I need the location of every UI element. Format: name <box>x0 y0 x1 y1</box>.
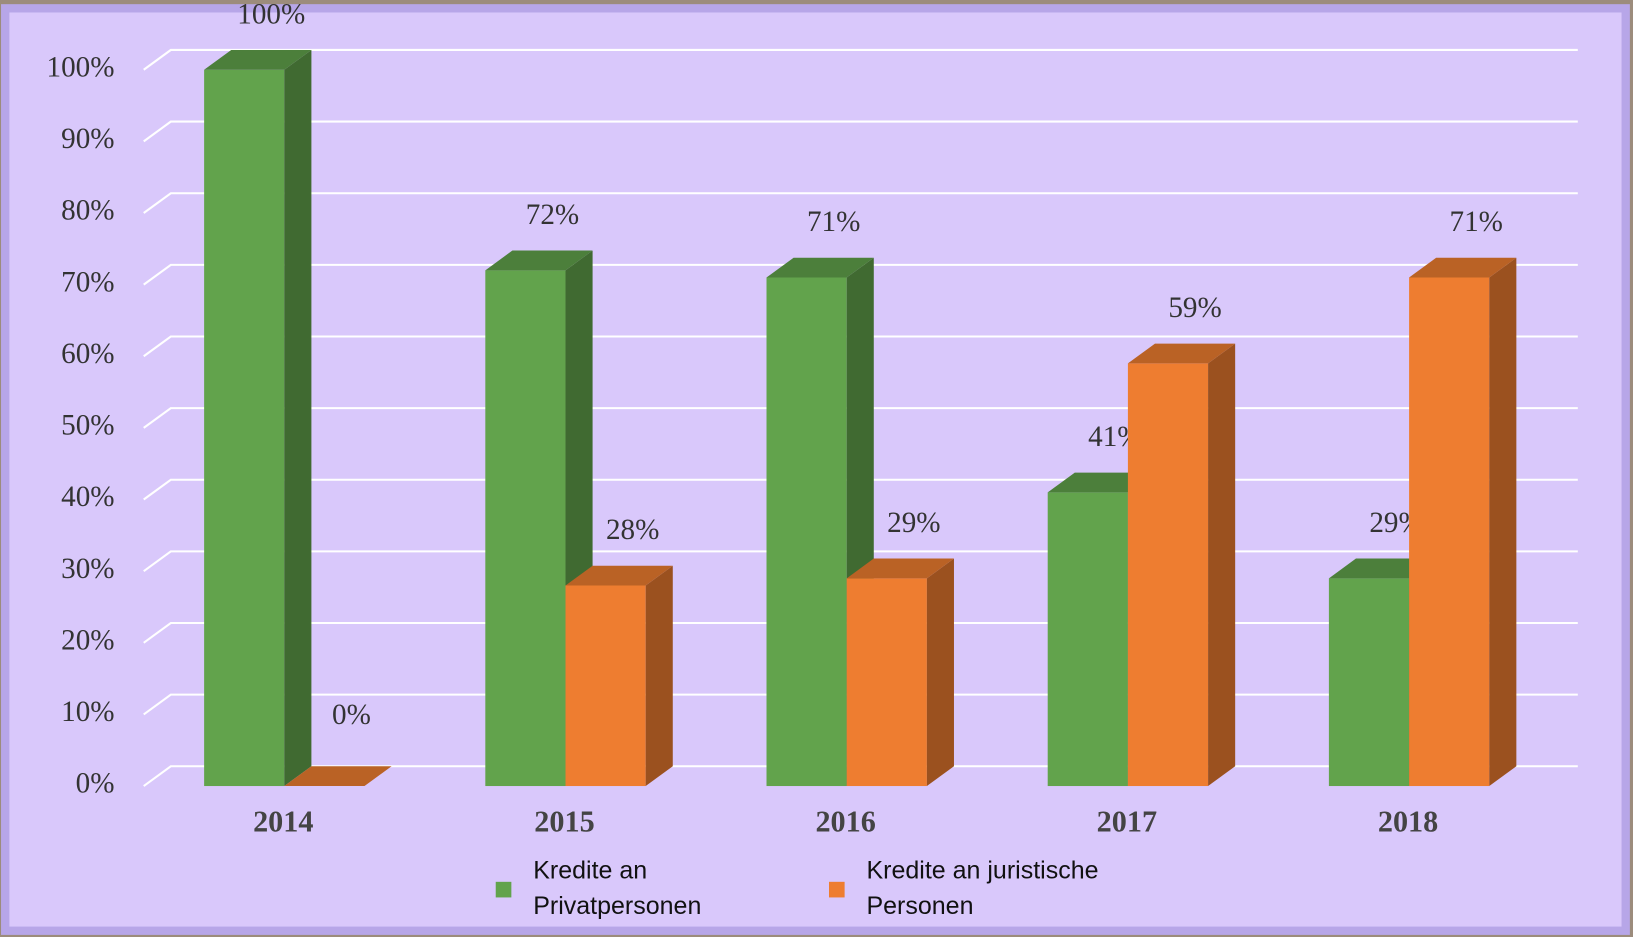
data-label: 72% <box>526 199 579 231</box>
y-tick-label: 90% <box>61 123 114 155</box>
bar-side <box>1208 344 1235 786</box>
y-tick-label: 20% <box>61 624 114 656</box>
legend-label: Kredite an juristische Personen <box>866 854 1137 925</box>
y-tick-label: 10% <box>61 696 114 728</box>
bar-side <box>1489 258 1516 786</box>
x-tick-label: 2018 <box>1378 804 1438 838</box>
bar-front <box>767 277 847 786</box>
bar-front <box>1048 492 1128 786</box>
data-label: 71% <box>807 206 860 238</box>
data-label: 59% <box>1168 292 1221 324</box>
bar-front <box>1409 277 1489 786</box>
legend-label: Kredite an Privatpersonen <box>533 854 731 925</box>
bar <box>566 566 673 786</box>
y-tick-label: 70% <box>61 266 114 298</box>
y-tick-label: 80% <box>61 195 114 227</box>
bar-front <box>1329 578 1409 786</box>
legend-label-box: Kredite an juristische Personen <box>866 854 1147 932</box>
data-label: 71% <box>1450 206 1503 238</box>
y-tick-label: 60% <box>61 338 114 370</box>
bar <box>1409 258 1516 786</box>
bar-side <box>646 566 673 786</box>
bar-front <box>204 70 284 786</box>
x-tick-label: 2015 <box>534 804 594 838</box>
y-tick-label: 0% <box>76 768 115 800</box>
bar <box>204 50 311 786</box>
bar <box>847 559 954 787</box>
bar-front <box>485 270 565 786</box>
bar-front <box>1128 363 1208 786</box>
data-label: 28% <box>606 514 659 546</box>
legend-label-box: Kredite an Privatpersonen <box>533 854 814 932</box>
data-label: 0% <box>332 699 371 731</box>
x-tick-label: 2014 <box>253 804 313 838</box>
bar-side <box>927 559 954 787</box>
x-tick-label: 2016 <box>815 804 875 838</box>
bar <box>1128 344 1235 786</box>
legend-swatch <box>829 882 845 898</box>
y-tick-label: 30% <box>61 553 114 585</box>
bar-front <box>847 578 927 786</box>
data-label: 29% <box>887 507 940 539</box>
bar-side <box>284 50 311 786</box>
bar-front <box>566 585 646 786</box>
y-tick-label: 100% <box>47 51 115 83</box>
data-label: 100% <box>237 0 305 30</box>
legend-swatch <box>496 882 512 898</box>
y-tick-label: 40% <box>61 481 114 513</box>
x-tick-label: 2017 <box>1097 804 1157 838</box>
y-tick-label: 50% <box>61 410 114 442</box>
chart: 0% 10% 20% 30% 40% 50% 60% 70% 80% 90% 100% 2014 100… <box>0 0 1633 937</box>
page: {"chart_data": {"type": "bar3d", "catego… <box>0 0 1633 937</box>
